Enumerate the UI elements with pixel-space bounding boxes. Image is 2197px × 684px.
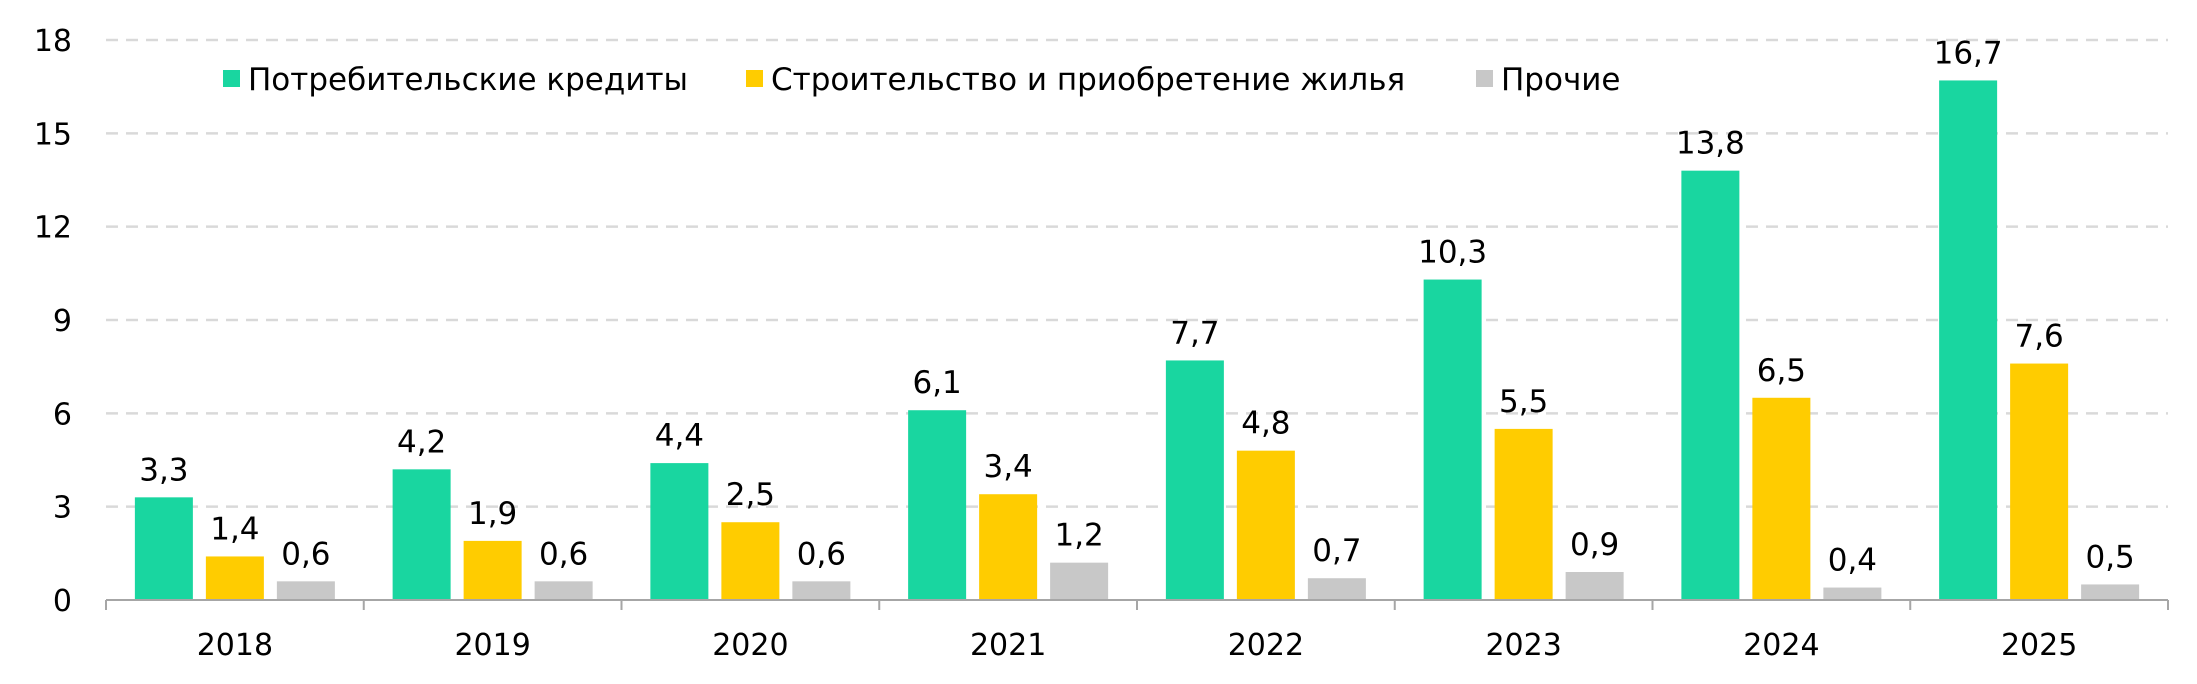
bar	[1565, 572, 1624, 600]
y-tick-label: 3	[53, 491, 72, 526]
data-label: 13,8	[1676, 126, 1745, 162]
bar	[534, 581, 593, 600]
bar	[792, 581, 851, 600]
data-label: 0,6	[539, 536, 588, 572]
bar	[1494, 428, 1553, 600]
bar	[1236, 450, 1295, 600]
x-tick-label: 2018	[197, 628, 273, 663]
data-label: 0,4	[1828, 543, 1877, 579]
data-label: 10,3	[1418, 235, 1487, 271]
x-tick-label: 2020	[712, 628, 788, 663]
bar	[205, 556, 264, 600]
bar	[1050, 562, 1109, 600]
legend-swatch	[1476, 70, 1493, 87]
data-label: 6,5	[1757, 353, 1806, 389]
bar	[650, 463, 709, 600]
data-label: 4,2	[397, 424, 446, 460]
bar	[134, 497, 193, 600]
axes: 0 3 6 9 12 15 18 2018 2019 2020 2021 2022 2023 2024 20…	[34, 24, 2169, 663]
legend-label: Строительство и приобретение жилья	[771, 62, 1405, 98]
y-tick-label: 15	[34, 117, 72, 152]
y-tick-label: 18	[34, 24, 72, 59]
bar	[1307, 578, 1366, 600]
x-tick-label: 2023	[1485, 628, 1561, 663]
bar	[2081, 584, 2140, 600]
legend-label: Потребительские кредиты	[248, 62, 688, 98]
data-label: 16,7	[1934, 35, 2003, 71]
data-label: 5,5	[1499, 384, 1548, 420]
data-label: 0,5	[2085, 539, 2134, 575]
y-tick-label: 9	[53, 304, 72, 339]
legend-swatch	[746, 70, 763, 87]
data-label: 0,7	[1312, 533, 1361, 569]
x-tick-label: 2019	[454, 628, 530, 663]
bar	[392, 469, 451, 600]
bar	[276, 581, 335, 600]
data-label: 1,4	[210, 511, 259, 547]
data-label: 7,7	[1170, 315, 1219, 351]
bar	[2010, 363, 2069, 600]
data-labels: 3,3 1,4 0,6 4,2 1,9 0,6 4,4 2,5 0,6 6,1 3,4 1,2 7,7 4…	[139, 35, 2135, 578]
bar	[1423, 279, 1482, 600]
data-label: 7,6	[2014, 319, 2063, 355]
y-tick-label: 12	[34, 211, 72, 246]
y-tick-label: 0	[53, 584, 72, 619]
data-label: 0,6	[797, 536, 846, 572]
bar	[1823, 587, 1882, 600]
legend-swatch	[223, 70, 240, 87]
bars	[134, 80, 2140, 600]
bar	[908, 410, 967, 600]
data-label: 2,5	[726, 477, 775, 513]
grid-lines	[106, 38, 2168, 508]
data-label: 1,2	[1054, 518, 1103, 554]
y-tick-label: 6	[53, 397, 72, 432]
bar	[979, 494, 1038, 600]
data-label: 4,8	[1241, 406, 1290, 442]
bar	[721, 522, 780, 600]
bar	[1165, 360, 1224, 600]
x-tick-label: 2021	[970, 628, 1046, 663]
data-label: 0,9	[1570, 527, 1619, 563]
data-label: 3,4	[983, 449, 1032, 485]
legend-label: Прочие	[1501, 62, 1621, 98]
bar	[1939, 80, 1998, 600]
data-label: 1,9	[468, 496, 517, 532]
data-label: 3,3	[139, 452, 188, 488]
x-tick-label: 2024	[1743, 628, 1819, 663]
x-tick-label: 2025	[2001, 628, 2077, 663]
data-label: 0,6	[281, 536, 330, 572]
x-tick-label: 2022	[1228, 628, 1304, 663]
bar	[463, 540, 522, 600]
legend: Потребительские кредиты Строительство и п…	[223, 62, 1621, 98]
bar	[1681, 170, 1740, 600]
bar	[1752, 397, 1811, 600]
data-label: 6,1	[912, 365, 961, 401]
data-label: 4,4	[655, 418, 704, 454]
